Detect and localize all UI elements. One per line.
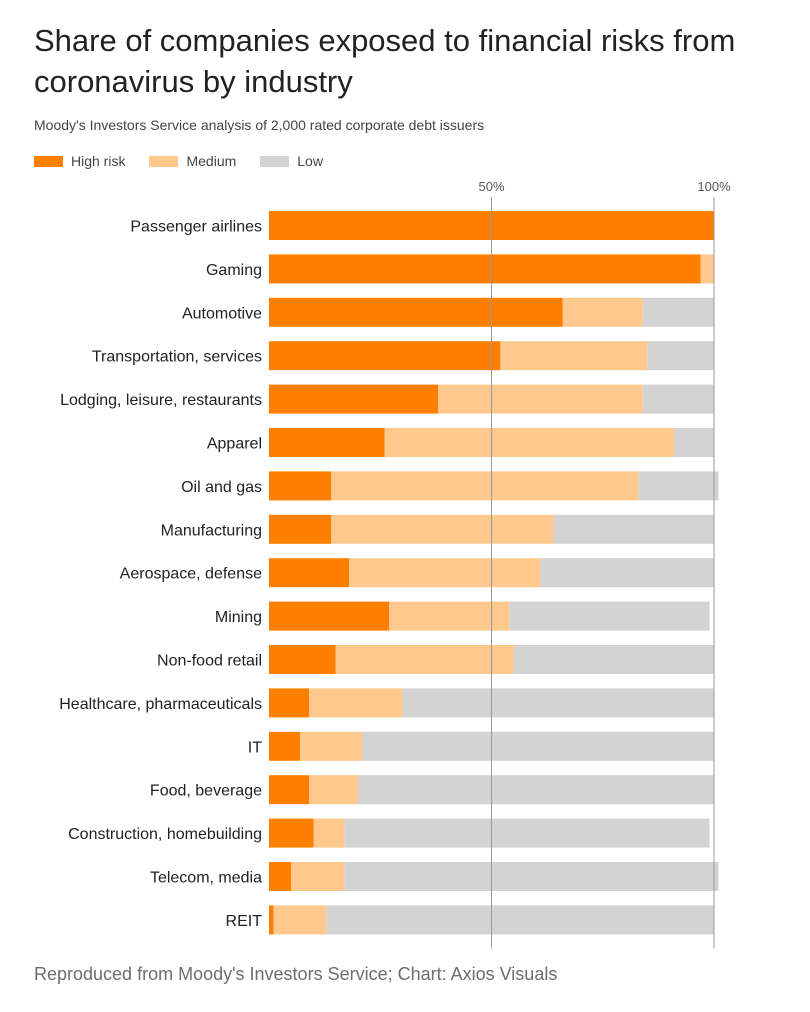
bar-low (326, 905, 714, 935)
bar-high (269, 775, 310, 805)
bar-medium (331, 514, 554, 544)
category-label: Transportation, services (92, 349, 262, 366)
bar-low (553, 514, 714, 544)
bar-high (269, 341, 501, 371)
bar-low (402, 688, 714, 718)
legend: High risk Medium Low (34, 153, 347, 169)
bar-low (540, 558, 714, 588)
chart-subtitle: Moody's Investors Service analysis of 2,… (34, 117, 485, 133)
bar-medium (384, 428, 674, 457)
bar-low (638, 471, 719, 501)
category-label: Mining (215, 609, 262, 626)
category-label: Gaming (206, 262, 262, 279)
legend-item-low: Low (260, 153, 323, 169)
bar-medium (309, 775, 358, 805)
bar-medium (389, 601, 510, 631)
bar-medium (438, 384, 643, 414)
source-note: Reproduced from Moody's Investors Servic… (34, 964, 558, 984)
bar-medium (313, 818, 345, 848)
chart-title: Share of companies exposed to financial … (34, 23, 736, 99)
bar-low (513, 645, 714, 674)
bar-high (269, 428, 385, 457)
category-label: Passenger airlines (130, 219, 262, 236)
legend-item-high: High risk (34, 153, 125, 169)
category-label: Non-food retail (157, 653, 262, 670)
legend-swatch-medium (149, 155, 179, 167)
x-tick-label: 50% (478, 179, 504, 194)
legend-swatch-high (34, 155, 63, 167)
bar-low (642, 297, 714, 327)
bar-high (269, 297, 563, 327)
bar-medium (349, 558, 541, 588)
legend-label-medium: Medium (186, 153, 237, 169)
bar-low (344, 818, 710, 848)
bar-high (269, 254, 701, 284)
bar-high (269, 558, 350, 588)
bar-high (269, 862, 292, 891)
bar-high (269, 645, 336, 674)
bar-medium (331, 471, 639, 501)
category-label: Lodging, leisure, restaurants (60, 392, 262, 409)
bar-high (269, 514, 332, 544)
bar-low (344, 862, 719, 891)
category-label: Aerospace, defense (120, 566, 262, 583)
bar-high (269, 905, 274, 935)
category-label: Telecom, media (150, 870, 262, 887)
x-tick-label: 100% (697, 179, 731, 194)
legend-item-medium: Medium (149, 153, 236, 169)
legend-label-high: High risk (71, 153, 126, 169)
bar-low (642, 384, 714, 414)
bar-medium (500, 341, 648, 371)
bar-high (269, 471, 332, 501)
bar-medium (562, 297, 643, 327)
bar-medium (700, 254, 714, 284)
bar-low (358, 775, 714, 805)
category-label: Manufacturing (161, 522, 262, 539)
category-label: Oil and gas (181, 479, 262, 496)
bar-high (269, 818, 314, 848)
bar-medium (273, 905, 327, 935)
category-label: IT (248, 739, 262, 756)
bar-high (269, 688, 310, 718)
category-label: Construction, homebuilding (68, 826, 262, 843)
legend-swatch-low (260, 155, 290, 167)
category-label: Food, beverage (150, 783, 262, 800)
legend-label-low: Low (297, 153, 323, 169)
bar-medium (291, 862, 345, 891)
bar-medium (335, 645, 514, 674)
category-label: Apparel (207, 436, 262, 453)
bar-low (362, 731, 714, 761)
bar-high (269, 601, 390, 631)
category-label: Automotive (182, 305, 262, 322)
bar-high (269, 731, 301, 761)
bar-medium (309, 688, 403, 718)
stacked-bar-chart: Passenger airlines Gaming Automotive Transp… (59, 179, 731, 949)
bar-low (647, 341, 714, 371)
bar-medium (300, 731, 363, 761)
bar-low (509, 601, 710, 631)
bar-high (269, 384, 439, 414)
bar-low (673, 428, 714, 457)
category-label: REIT (226, 913, 263, 930)
category-label: Healthcare, pharmaceuticals (59, 696, 262, 713)
